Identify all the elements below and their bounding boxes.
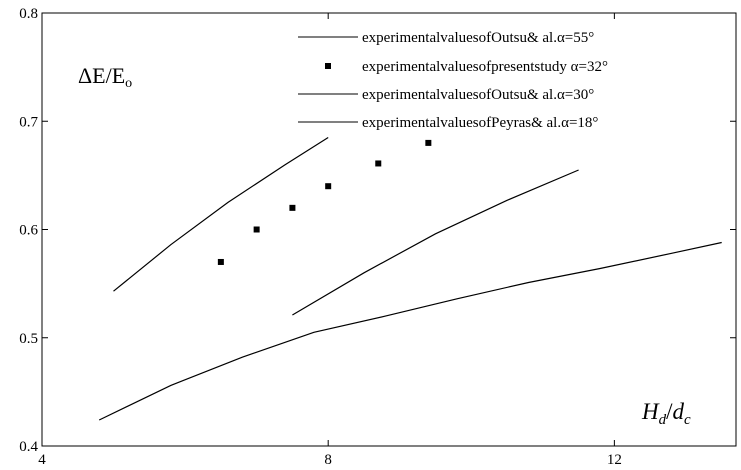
legend-marker-sample — [325, 63, 331, 69]
y-tick-label: 0.6 — [19, 223, 38, 239]
y-tick-label: 0.7 — [19, 114, 38, 130]
x-tick-label: 4 — [38, 452, 46, 468]
series-point — [289, 204, 296, 211]
x-tick-label: 12 — [607, 452, 622, 468]
legend-label: experimentalvaluesofOutsu& al.α=55° — [362, 30, 594, 46]
series-point — [425, 139, 432, 146]
series-point — [325, 183, 332, 190]
plot-frame — [41, 12, 737, 447]
series-point — [253, 226, 260, 233]
series-line-1 — [113, 136, 329, 292]
legend-label: experimentalvaluesofPeyras& al.α=18° — [362, 115, 598, 131]
legend-label: experimentalvaluesofpresentstudy α=32° — [362, 59, 608, 75]
series-line-3 — [292, 169, 579, 316]
legend-label: experimentalvaluesofOutsu& al.α=30° — [362, 87, 594, 103]
y-tick-label: 0.8 — [19, 6, 38, 22]
y-axis-label: ΔE/Eo — [78, 63, 132, 91]
series-line-4 — [98, 241, 722, 421]
y-tick-label: 0.5 — [19, 331, 38, 347]
y-tick-label: 0.4 — [19, 439, 38, 455]
x-axis-label: Hd/dc — [641, 399, 691, 428]
series-point — [375, 160, 382, 167]
x-tick-label: 8 — [324, 452, 332, 468]
series-point — [217, 258, 224, 265]
